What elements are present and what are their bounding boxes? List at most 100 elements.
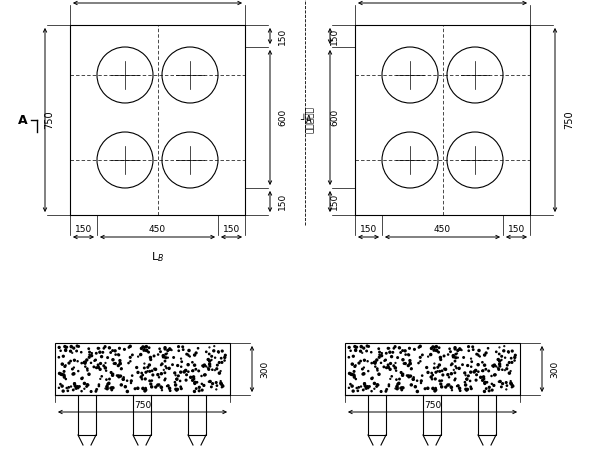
- Point: [466, 383, 475, 391]
- Point: [197, 373, 206, 380]
- Point: [218, 382, 228, 390]
- Point: [497, 366, 507, 373]
- Point: [54, 384, 64, 392]
- Point: [77, 360, 86, 367]
- Point: [458, 361, 467, 368]
- Point: [364, 368, 373, 375]
- Point: [397, 387, 407, 394]
- Point: [101, 360, 110, 367]
- Point: [211, 379, 221, 386]
- Text: 路线设计线: 路线设计线: [305, 107, 314, 134]
- Point: [114, 351, 124, 359]
- Point: [487, 387, 497, 394]
- Point: [82, 383, 91, 390]
- Point: [95, 375, 105, 382]
- Point: [104, 375, 114, 382]
- Text: 450: 450: [149, 225, 166, 234]
- Point: [356, 347, 365, 355]
- Point: [103, 385, 112, 392]
- Point: [112, 372, 122, 379]
- Point: [164, 365, 174, 372]
- Point: [358, 386, 368, 393]
- Point: [500, 367, 509, 374]
- Point: [461, 372, 470, 379]
- Point: [217, 355, 226, 362]
- Point: [478, 367, 487, 374]
- Point: [505, 359, 514, 366]
- Point: [141, 369, 151, 376]
- Point: [68, 370, 78, 378]
- Point: [416, 379, 426, 387]
- Point: [174, 347, 184, 354]
- Point: [414, 360, 424, 367]
- Point: [428, 371, 437, 378]
- Point: [110, 360, 120, 367]
- Point: [94, 382, 104, 390]
- Point: [194, 387, 204, 394]
- Point: [409, 374, 418, 381]
- Point: [59, 371, 68, 378]
- Point: [77, 387, 86, 395]
- Point: [351, 375, 361, 382]
- Point: [141, 385, 151, 392]
- Point: [395, 344, 404, 351]
- Point: [185, 353, 194, 360]
- Point: [479, 374, 488, 381]
- Point: [55, 344, 64, 351]
- Point: [132, 364, 142, 371]
- Point: [106, 349, 115, 356]
- Point: [375, 351, 385, 358]
- Point: [383, 361, 393, 369]
- Point: [205, 344, 214, 351]
- Text: 150: 150: [223, 225, 240, 234]
- Point: [494, 366, 503, 373]
- Point: [107, 384, 116, 392]
- Point: [188, 367, 198, 374]
- Point: [428, 343, 438, 351]
- Point: [221, 351, 230, 359]
- Text: 300: 300: [260, 360, 269, 378]
- Point: [367, 349, 376, 356]
- Point: [448, 352, 458, 359]
- Point: [108, 356, 118, 363]
- Point: [464, 343, 473, 350]
- Point: [382, 386, 391, 393]
- Point: [55, 370, 64, 377]
- Point: [166, 387, 175, 394]
- Point: [203, 364, 213, 372]
- Point: [205, 351, 214, 358]
- Point: [500, 354, 510, 361]
- Point: [59, 353, 68, 360]
- Point: [349, 371, 359, 378]
- Point: [490, 361, 499, 369]
- Point: [468, 343, 478, 351]
- Point: [420, 385, 430, 392]
- Point: [99, 362, 109, 369]
- Point: [80, 359, 90, 366]
- Point: [128, 351, 137, 359]
- Point: [176, 363, 186, 370]
- Point: [347, 382, 357, 390]
- Point: [345, 370, 355, 377]
- Point: [212, 365, 221, 372]
- Point: [217, 347, 227, 355]
- Point: [137, 369, 146, 377]
- Point: [85, 351, 94, 358]
- Point: [133, 369, 143, 376]
- Point: [391, 360, 400, 367]
- Point: [406, 365, 416, 373]
- Point: [197, 380, 206, 387]
- Point: [474, 352, 484, 359]
- Point: [372, 383, 382, 390]
- Point: [101, 385, 110, 392]
- Point: [351, 362, 361, 369]
- Point: [498, 380, 508, 387]
- Point: [494, 344, 504, 351]
- Point: [157, 360, 167, 368]
- Point: [451, 363, 460, 370]
- Point: [392, 385, 402, 392]
- Point: [443, 382, 452, 389]
- Point: [66, 347, 76, 355]
- Point: [140, 387, 150, 395]
- Point: [163, 354, 173, 361]
